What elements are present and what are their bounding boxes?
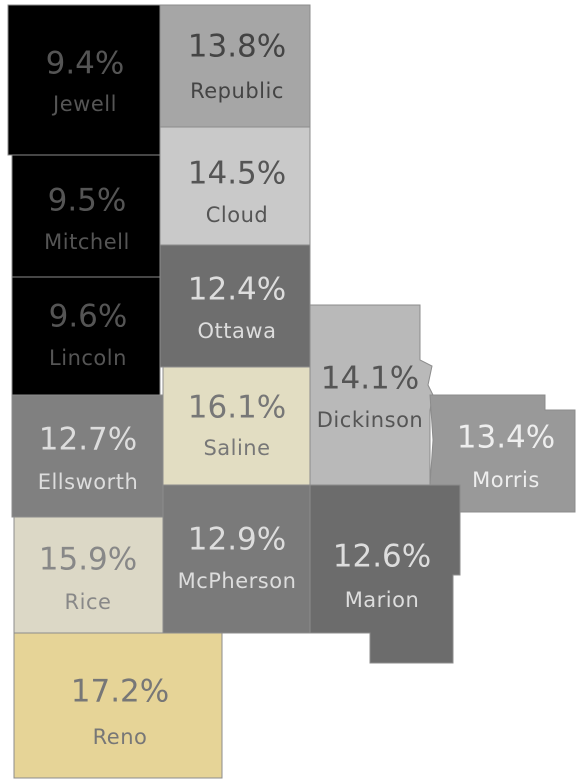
- county-percent: 14.1%: [321, 361, 419, 397]
- county-shape: [162, 484, 311, 634]
- county-shape: [429, 394, 576, 513]
- county-name: Saline: [203, 436, 270, 460]
- county-name: McPherson: [178, 569, 297, 593]
- county-name: Republic: [190, 79, 284, 103]
- county-percent: 9.5%: [48, 183, 127, 219]
- county-shape: [159, 4, 311, 128]
- county-percent: 16.1%: [188, 390, 286, 426]
- county-name: Reno: [93, 725, 148, 749]
- county-percent: 12.4%: [188, 272, 286, 308]
- county-name: Lincoln: [49, 346, 127, 370]
- county-name: Morris: [472, 468, 540, 492]
- county-shape: [11, 276, 161, 396]
- county-percent: 12.7%: [39, 422, 137, 458]
- county-percent: 12.6%: [333, 539, 431, 575]
- county-name: Ellsworth: [38, 470, 139, 494]
- county-name: Marion: [345, 588, 420, 612]
- county-shape: [162, 366, 311, 486]
- county-name: Cloud: [206, 203, 269, 227]
- county-percent: 15.9%: [39, 542, 137, 578]
- county-name: Ottawa: [198, 319, 277, 343]
- county-name: Dickinson: [317, 408, 423, 432]
- county-percent: 12.9%: [188, 522, 286, 558]
- county-percent: 13.4%: [457, 420, 555, 456]
- county-name: Jewell: [51, 92, 117, 116]
- county-percent: 14.5%: [188, 156, 286, 192]
- county-percent: 13.8%: [188, 29, 286, 65]
- county-percent: 9.4%: [46, 46, 125, 82]
- county-shape: [13, 632, 223, 779]
- county-percent: 17.2%: [71, 674, 169, 710]
- county-shape: [309, 484, 461, 664]
- county-percent: 9.6%: [49, 299, 128, 335]
- county-name: Rice: [65, 590, 112, 614]
- county-name: Mitchell: [44, 230, 130, 254]
